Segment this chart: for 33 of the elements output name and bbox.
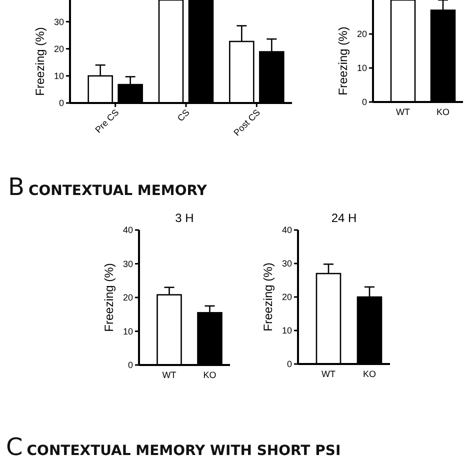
y-tick-label: 10: [122, 326, 133, 336]
y-tick-label: 30: [54, 16, 64, 27]
x-tick-label: Pre CS: [93, 107, 121, 135]
y-tick-label: 30: [282, 258, 292, 269]
y-tick-label: 10: [282, 326, 292, 336]
x-tick-label: KO: [362, 369, 376, 379]
y-tick-label: 30: [122, 258, 133, 269]
y-tick-label: 20: [282, 292, 292, 302]
y-tick-label: 40: [282, 225, 292, 236]
x-tick-label: WT: [162, 370, 177, 380]
x-tick-label: KO: [436, 107, 450, 117]
text: B CONTEXTUAL MEMORY: [8, 173, 208, 201]
x-tick-label: KO: [203, 370, 216, 380]
y-axis-title: Freezing (%): [33, 27, 47, 96]
chart-title: 3 H: [175, 211, 194, 225]
y-tick-label: 0: [128, 360, 133, 370]
y-tick-label: 20: [356, 29, 367, 40]
text: C CONTEXTUAL MEMORY WITH SHORT PSI: [6, 433, 341, 461]
x-tick-label: WT: [322, 369, 336, 379]
y-tick-label: 20: [122, 292, 133, 303]
y-axis-title: Freezing (%): [102, 263, 116, 332]
y-tick-label: 10: [54, 71, 64, 82]
y-tick-label: 40: [122, 225, 133, 236]
y-tick-label: 10: [356, 63, 367, 74]
y-tick-label: 0: [286, 359, 292, 370]
x-tick-label: CS: [175, 107, 192, 124]
y-tick-label: 0: [362, 97, 367, 108]
y-tick-label: 0: [58, 98, 64, 108]
y-axis-title: Freezing (%): [336, 26, 350, 96]
y-tick-label: 20: [54, 44, 64, 54]
x-tick-label: WT: [396, 107, 410, 117]
y-axis-title: Freezing (%): [261, 262, 275, 332]
chart-title: 24 H: [331, 211, 357, 225]
